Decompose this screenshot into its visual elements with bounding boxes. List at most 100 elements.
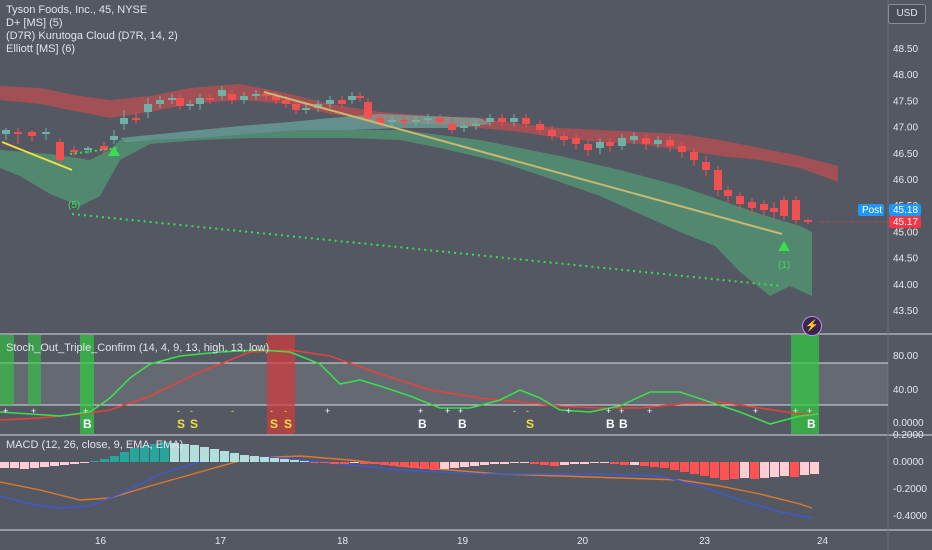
stoch-signal-mark: +	[793, 406, 798, 416]
macd-hist-bar	[190, 445, 199, 462]
macd-hist-bar	[380, 462, 389, 465]
elliott-dotted-upper	[69, 147, 119, 155]
candle-body	[388, 120, 396, 122]
last-price: 45.17	[893, 217, 918, 228]
macd-hist-bar	[300, 461, 309, 462]
macd-hist-bar	[240, 455, 249, 462]
macd-hist-bar	[390, 462, 399, 466]
candle-body	[364, 102, 372, 118]
stoch-signal-mark: B	[606, 417, 615, 431]
time-tick: 24	[817, 536, 829, 547]
macd-hist-bar	[410, 462, 419, 468]
candle-body	[702, 162, 710, 170]
macd-hist-bar	[460, 462, 469, 467]
time-tick: 16	[95, 536, 107, 547]
elliott-up-arrow-2	[778, 241, 790, 251]
candle-body	[302, 108, 310, 110]
macd-hist-bar	[700, 462, 709, 476]
macd-hist-bar	[230, 453, 239, 462]
stoch-line-red	[0, 349, 818, 421]
candle-body	[748, 202, 756, 208]
candle-body	[736, 196, 744, 204]
post-price: 45.18	[893, 205, 918, 216]
candle-body	[654, 140, 662, 144]
candle-body	[120, 118, 128, 124]
macd-hist-bar	[100, 459, 109, 462]
candle-body	[110, 136, 118, 140]
candle-body	[724, 190, 732, 196]
stoch-signal-mark: -	[190, 406, 193, 416]
stoch-tick: 0.0000	[893, 418, 924, 429]
candle-body	[348, 96, 356, 100]
stoch-zone-green-3	[80, 335, 94, 434]
candle-body	[28, 132, 36, 136]
candle-body	[144, 104, 152, 112]
candle-body	[292, 104, 300, 110]
indicator-dplus-legend[interactable]: D+ [MS] (5)	[6, 17, 63, 29]
time-axis[interactable]: 16 17 18 19 20 23 24	[95, 536, 829, 547]
macd-legend[interactable]: MACD (12, 26, close, 9, EMA, EMA)	[6, 439, 184, 451]
macd-hist-bar	[620, 462, 629, 465]
price-tick: 46.50	[893, 149, 918, 160]
stoch-tick: 40.00	[893, 385, 918, 396]
macd-hist-bar	[90, 461, 99, 462]
stoch-axis[interactable]: 80.00 40.00 0.0000	[893, 351, 924, 429]
macd-hist-bar	[470, 462, 479, 466]
macd-hist-bar	[10, 462, 19, 468]
macd-hist-bar	[50, 462, 59, 466]
price-tick: 45.00	[893, 227, 918, 238]
price-tick: 44.50	[893, 254, 918, 265]
stoch-signal-mark: S	[270, 417, 278, 431]
macd-hist-bar	[200, 447, 209, 462]
stoch-signals: + + +B-S-S- -S-S+ +B+ +B- -S+ +B+B+ + + +B	[3, 406, 816, 431]
candle-body	[2, 130, 10, 134]
macd-hist-bar	[680, 462, 689, 472]
stoch-signal-mark: S	[284, 417, 292, 431]
macd-hist-bar	[800, 462, 809, 475]
lightning-icon[interactable]: ⚡	[802, 316, 822, 336]
macd-hist-bar	[330, 462, 339, 464]
macd-hist-bar	[650, 462, 659, 467]
macd-hist-bar	[40, 462, 49, 467]
price-axis[interactable]: 48.5048.0047.5047.0046.5046.0045.5045.00…	[893, 44, 918, 317]
macd-hist-bar	[810, 462, 819, 474]
stoch-signal-mark: -	[177, 406, 180, 416]
stoch-signal-mark: +	[606, 406, 611, 416]
time-tick: 19	[457, 536, 469, 547]
macd-hist-bar	[760, 462, 769, 478]
macd-hist-bar	[610, 462, 619, 464]
price-candles[interactable]	[2, 86, 812, 224]
macd-hist-bar	[750, 462, 759, 479]
stoch-signal-mark: +	[31, 406, 36, 416]
stoch-signal-mark: +	[458, 406, 463, 416]
indicator-kurutoga-legend[interactable]: (D7R) Kurutoga Cloud (D7R, 14, 2)	[6, 30, 178, 42]
macd-hist-bar	[110, 456, 119, 462]
stoch-signal-mark: +	[566, 406, 571, 416]
macd-hist-bar	[430, 462, 439, 470]
macd-hist-bar	[640, 462, 649, 466]
macd-hist-bar	[120, 452, 129, 462]
macd-hist-bar	[530, 462, 539, 464]
stoch-signal-mark: +	[619, 406, 624, 416]
macd-axis[interactable]: 0.2000 0.0000 -0.2000 -0.4000	[893, 430, 927, 522]
macd-hist-bar	[320, 462, 329, 463]
stoch-signal-mark: +	[753, 406, 758, 416]
currency-button[interactable]: USD	[888, 4, 926, 24]
indicator-elliott-legend[interactable]: Elliott [MS] (6)	[6, 43, 76, 55]
macd-hist-bar	[660, 462, 669, 468]
elliott-trendline-yellow	[1, 141, 73, 171]
elliott-dotted-lower	[71, 213, 783, 287]
macd-histogram	[0, 442, 819, 480]
elliott-wave1-label: (1)	[778, 260, 790, 271]
candle-body	[84, 148, 92, 150]
stoch-zone-green-2	[28, 335, 41, 405]
candle-body	[606, 142, 614, 146]
stoch-zone-green-1	[0, 335, 14, 405]
macd-hist-bar	[140, 446, 149, 462]
candle-body	[572, 138, 580, 144]
macd-hist-bar	[130, 448, 139, 462]
stoch-legend[interactable]: Stoch_Out_Triple_Confirm (14, 4, 9, 13, …	[6, 342, 270, 354]
price-tick: 48.50	[893, 44, 918, 55]
macd-hist-bar	[690, 462, 699, 474]
